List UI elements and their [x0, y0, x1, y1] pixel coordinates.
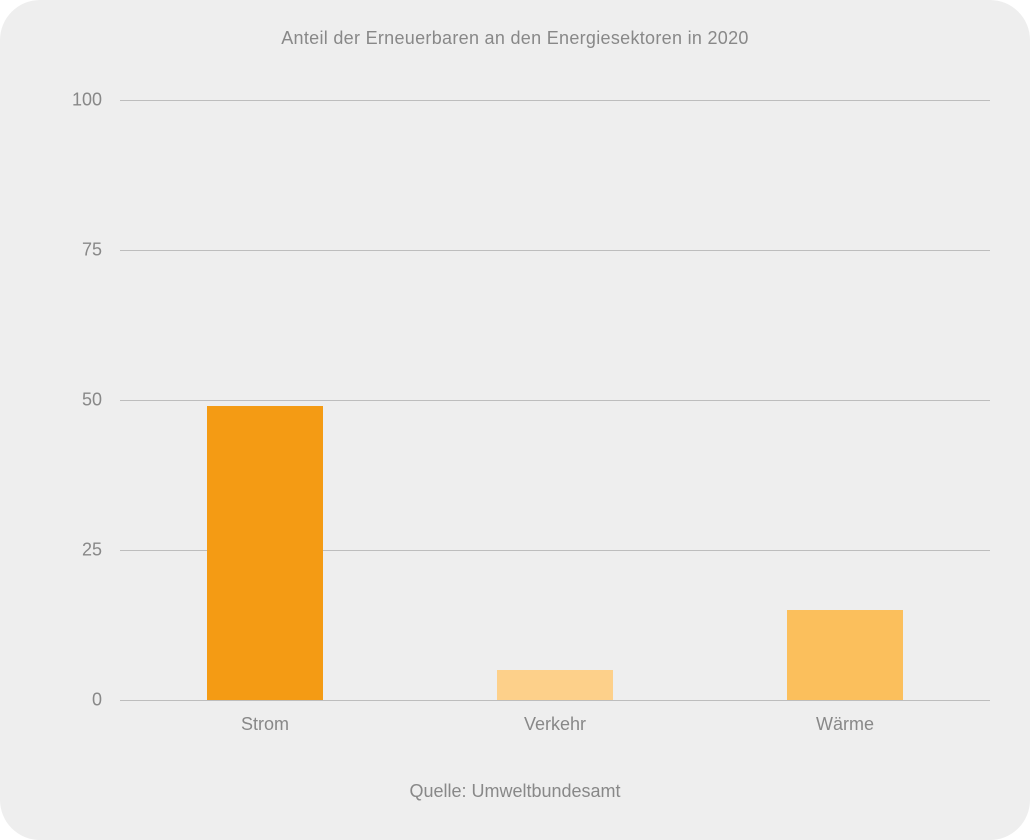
gridline [120, 100, 990, 101]
bar [207, 406, 323, 700]
x-tick-label: Verkehr [524, 714, 586, 735]
y-tick-label: 50 [82, 390, 102, 411]
bar [497, 670, 613, 700]
y-tick-label: 75 [82, 240, 102, 261]
gridline [120, 700, 990, 701]
bar [787, 610, 903, 700]
chart-title: Anteil der Erneuerbaren an den Energiese… [0, 28, 1030, 49]
y-tick-label: 0 [92, 690, 102, 711]
gridline [120, 250, 990, 251]
gridline [120, 400, 990, 401]
chart-plot-area: 0255075100StromVerkehrWärme [120, 100, 990, 700]
x-tick-label: Strom [241, 714, 289, 735]
y-tick-label: 25 [82, 540, 102, 561]
chart-source: Quelle: Umweltbundesamt [0, 781, 1030, 802]
chart-card: Anteil der Erneuerbaren an den Energiese… [0, 0, 1030, 840]
x-tick-label: Wärme [816, 714, 874, 735]
y-tick-label: 100 [72, 90, 102, 111]
